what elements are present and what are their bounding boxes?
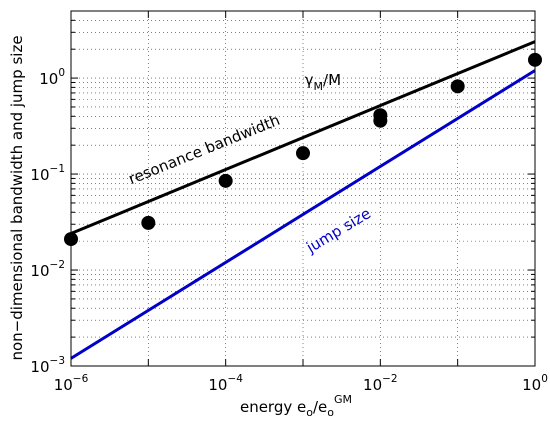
tick-labels: 10−6 10−4 10−2 100 10−3 10−2 10−1 100 xyxy=(30,67,547,394)
annotation: γM/M xyxy=(305,71,341,93)
series-line-0 xyxy=(70,40,536,235)
y-tick-label: 10−1 xyxy=(30,163,65,184)
x-tick-label: 10−4 xyxy=(208,373,243,394)
data-point xyxy=(450,79,465,94)
x-tick-label: 10−6 xyxy=(54,373,89,394)
x-tick-label: 100 xyxy=(522,373,548,394)
data-point xyxy=(373,108,388,123)
data-point xyxy=(141,215,156,230)
ticks xyxy=(70,10,536,367)
grid xyxy=(70,10,536,367)
x-tick-label: 10−2 xyxy=(363,373,398,394)
series-line-1 xyxy=(70,69,536,360)
y-tick-label: 10−3 xyxy=(30,355,65,376)
y-tick-label: 100 xyxy=(39,67,65,88)
y-tick-label: 10−2 xyxy=(30,259,65,280)
y-axis-label: non−dimensional bandwidth and jump size xyxy=(8,35,26,360)
data-point xyxy=(296,146,310,161)
data-point xyxy=(218,173,233,188)
x-axis-label: energy eo/eoGM xyxy=(240,393,352,419)
